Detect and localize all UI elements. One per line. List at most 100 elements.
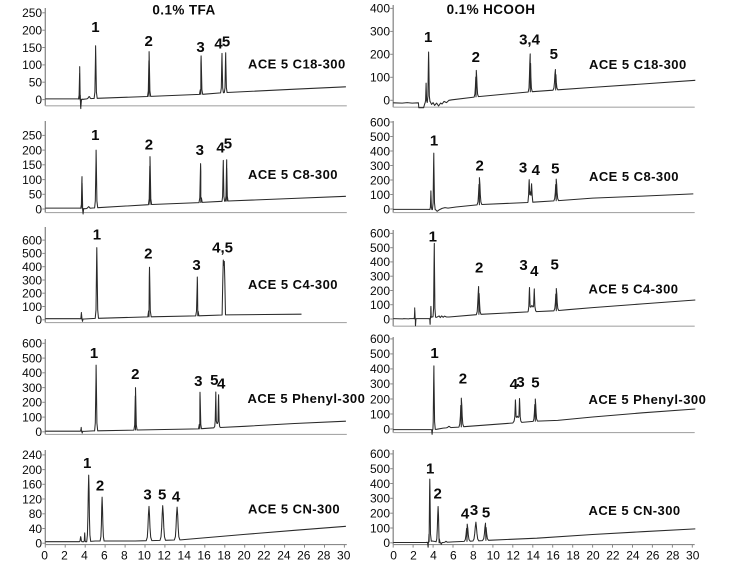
- svg-text:3: 3: [196, 142, 204, 159]
- svg-text:ACE 5 C8-300: ACE 5 C8-300: [248, 167, 338, 182]
- svg-text:100: 100: [370, 188, 390, 202]
- svg-text:600: 600: [370, 447, 390, 461]
- svg-text:300: 300: [370, 492, 390, 506]
- svg-text:24: 24: [277, 549, 291, 563]
- svg-text:200: 200: [370, 507, 390, 521]
- svg-text:300: 300: [22, 381, 42, 395]
- svg-text:200: 200: [22, 463, 42, 477]
- svg-text:1: 1: [424, 29, 432, 46]
- svg-text:150: 150: [22, 158, 42, 172]
- svg-text:4: 4: [81, 549, 88, 563]
- svg-text:2: 2: [410, 549, 417, 563]
- svg-text:4: 4: [214, 36, 223, 53]
- svg-text:500: 500: [370, 347, 390, 361]
- svg-text:2: 2: [131, 366, 139, 383]
- svg-text:ACE 5 CN-300: ACE 5 CN-300: [248, 502, 340, 517]
- svg-text:5: 5: [482, 505, 490, 522]
- svg-text:1: 1: [91, 19, 99, 36]
- svg-text:200: 200: [370, 48, 390, 62]
- svg-text:1: 1: [93, 227, 101, 244]
- svg-text:0.1% HCOOH: 0.1% HCOOH: [447, 2, 536, 17]
- svg-text:14: 14: [527, 549, 541, 563]
- svg-text:8: 8: [121, 549, 128, 563]
- svg-text:600: 600: [22, 337, 42, 351]
- svg-text:100: 100: [370, 521, 390, 535]
- svg-text:0: 0: [35, 93, 42, 107]
- svg-text:0: 0: [35, 202, 42, 216]
- svg-text:300: 300: [370, 159, 390, 173]
- svg-text:100: 100: [370, 298, 390, 312]
- svg-text:3: 3: [194, 373, 202, 390]
- svg-text:5: 5: [531, 374, 539, 391]
- svg-text:20: 20: [237, 549, 251, 563]
- svg-text:240: 240: [22, 448, 42, 462]
- svg-text:200: 200: [370, 392, 390, 406]
- svg-text:2: 2: [459, 371, 467, 388]
- svg-text:4: 4: [530, 263, 539, 280]
- svg-text:500: 500: [370, 241, 390, 255]
- svg-text:3,4: 3,4: [519, 32, 541, 49]
- svg-text:1: 1: [429, 229, 437, 246]
- svg-text:200: 200: [22, 24, 42, 38]
- svg-text:1: 1: [430, 133, 438, 150]
- svg-text:100: 100: [22, 173, 42, 187]
- svg-text:5: 5: [550, 46, 558, 63]
- svg-text:18: 18: [566, 549, 580, 563]
- svg-text:200: 200: [22, 143, 42, 157]
- svg-text:400: 400: [370, 477, 390, 491]
- svg-text:2: 2: [472, 49, 480, 66]
- svg-text:1: 1: [430, 345, 438, 362]
- svg-text:400: 400: [370, 2, 390, 16]
- svg-text:200: 200: [22, 287, 42, 301]
- svg-text:500: 500: [22, 351, 42, 365]
- svg-text:0: 0: [383, 312, 390, 326]
- svg-text:300: 300: [370, 25, 390, 39]
- svg-text:40: 40: [29, 522, 43, 536]
- svg-text:28: 28: [666, 549, 680, 563]
- svg-text:0: 0: [383, 202, 390, 216]
- svg-text:3: 3: [519, 160, 527, 177]
- svg-text:5: 5: [158, 487, 166, 504]
- svg-text:6: 6: [450, 549, 457, 563]
- svg-text:500: 500: [370, 462, 390, 476]
- svg-text:ACE 5 C4-300: ACE 5 C4-300: [589, 282, 679, 297]
- svg-text:600: 600: [370, 227, 390, 241]
- svg-text:1: 1: [83, 455, 91, 472]
- svg-text:2: 2: [145, 33, 153, 50]
- svg-text:400: 400: [370, 144, 390, 158]
- svg-text:2: 2: [475, 260, 483, 277]
- svg-text:12: 12: [507, 549, 521, 563]
- svg-text:3: 3: [196, 39, 204, 56]
- svg-text:0.1% TFA: 0.1% TFA: [152, 3, 215, 18]
- svg-text:400: 400: [370, 362, 390, 376]
- svg-text:3: 3: [192, 257, 200, 274]
- svg-text:5: 5: [222, 34, 230, 51]
- svg-text:0: 0: [35, 313, 42, 327]
- svg-text:400: 400: [22, 366, 42, 380]
- svg-text:200: 200: [370, 173, 390, 187]
- svg-text:400: 400: [370, 255, 390, 269]
- svg-text:ACE 5 Phenyl-300: ACE 5 Phenyl-300: [589, 392, 707, 407]
- svg-text:ACE 5 C18-300: ACE 5 C18-300: [248, 57, 346, 72]
- svg-text:600: 600: [370, 332, 390, 346]
- svg-text:0: 0: [383, 94, 390, 108]
- svg-text:26: 26: [297, 549, 311, 563]
- svg-text:100: 100: [370, 71, 390, 85]
- svg-text:26: 26: [646, 549, 660, 563]
- svg-text:2: 2: [434, 486, 442, 503]
- svg-text:600: 600: [22, 233, 42, 247]
- svg-text:600: 600: [370, 115, 390, 129]
- svg-text:16: 16: [546, 549, 560, 563]
- svg-text:30: 30: [337, 549, 351, 563]
- svg-text:2: 2: [96, 478, 104, 495]
- svg-text:500: 500: [370, 130, 390, 144]
- svg-text:4: 4: [510, 376, 519, 393]
- svg-text:80: 80: [29, 507, 43, 521]
- svg-text:200: 200: [370, 284, 390, 298]
- svg-text:2: 2: [145, 137, 153, 154]
- svg-text:18: 18: [217, 549, 231, 563]
- svg-text:1: 1: [91, 127, 99, 144]
- svg-text:ACE 5 C8-300: ACE 5 C8-300: [589, 169, 679, 184]
- svg-text:4: 4: [532, 162, 541, 179]
- svg-text:160: 160: [22, 478, 42, 492]
